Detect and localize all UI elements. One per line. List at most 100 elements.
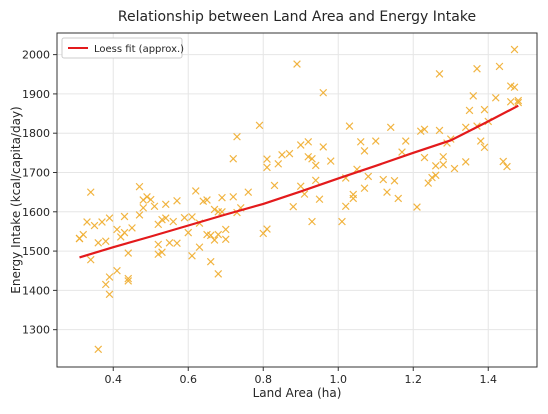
y-tick-label: 1400 xyxy=(22,284,50,297)
data-point-marker xyxy=(450,164,459,173)
marker-stroke xyxy=(386,123,395,132)
marker-stroke xyxy=(379,175,388,184)
data-point-marker xyxy=(263,163,271,172)
marker-stroke xyxy=(165,239,174,247)
marker-stroke xyxy=(308,217,316,226)
x-tick-label: 1.2 xyxy=(405,373,423,386)
marker-stroke xyxy=(296,141,305,149)
chart-title: Relationship between Land Area and Energ… xyxy=(118,9,476,25)
marker-stroke xyxy=(514,98,523,107)
marker-stroke xyxy=(398,148,406,156)
x-tick-label: 1.4 xyxy=(480,373,498,386)
marker-stroke xyxy=(274,160,283,168)
data-point-marker xyxy=(338,217,346,226)
data-point-marker xyxy=(135,211,144,219)
marker-stroke xyxy=(296,182,305,191)
data-point-marker xyxy=(326,157,335,165)
data-point-marker xyxy=(214,270,223,278)
data-point-marker xyxy=(105,273,114,281)
data-point-marker xyxy=(349,190,358,199)
marker-stroke xyxy=(420,125,429,134)
data-point-marker xyxy=(128,224,136,232)
data-point-marker xyxy=(120,212,129,221)
marker-stroke xyxy=(173,239,181,248)
data-point-marker xyxy=(120,228,129,237)
marker-stroke xyxy=(499,157,508,166)
data-point-marker xyxy=(390,176,399,185)
marker-stroke xyxy=(169,217,178,226)
y-tick-label: 1900 xyxy=(22,88,50,101)
legend: Loess fit (approx.) xyxy=(61,37,184,59)
marker-stroke xyxy=(191,187,200,195)
data-point-marker xyxy=(105,214,114,222)
data-point-marker xyxy=(143,193,151,201)
y-axis-ticks: 1300 1400 1500 1600 1700 1800 1900 2000 xyxy=(22,49,57,337)
marker-stroke xyxy=(154,240,163,249)
marker-stroke xyxy=(510,83,519,92)
data-point-marker xyxy=(229,154,238,163)
marker-stroke xyxy=(229,193,238,201)
marker-stroke xyxy=(150,202,159,211)
data-point-marker xyxy=(154,240,163,249)
marker-stroke xyxy=(214,270,223,278)
data-point-marker xyxy=(191,187,200,195)
data-point-marker xyxy=(435,126,444,135)
data-point-marker xyxy=(270,181,279,190)
marker-stroke xyxy=(461,158,470,166)
y-tick-label: 1500 xyxy=(22,245,50,258)
data-point-marker xyxy=(98,218,106,226)
marker-stroke xyxy=(416,127,425,136)
marker-stroke xyxy=(450,164,459,173)
data-point-marker xyxy=(304,152,313,161)
data-point-marker xyxy=(491,94,500,102)
marker-stroke xyxy=(473,64,481,73)
data-point-marker xyxy=(341,202,350,211)
data-point-marker xyxy=(188,213,196,221)
data-point-marker xyxy=(161,200,170,209)
marker-stroke xyxy=(98,218,106,226)
marker-stroke xyxy=(135,182,144,191)
marker-stroke xyxy=(120,228,129,237)
data-point-marker xyxy=(308,154,316,163)
data-point-marker xyxy=(101,280,110,289)
marker-stroke xyxy=(218,207,226,216)
data-point-marker xyxy=(514,96,523,105)
x-axis-label: Land Area (ha) xyxy=(253,386,342,400)
grid xyxy=(57,33,537,367)
x-tick-label: 0.8 xyxy=(255,373,273,386)
data-point-marker xyxy=(431,171,440,180)
marker-stroke xyxy=(221,225,230,234)
marker-stroke xyxy=(124,277,133,285)
data-point-marker xyxy=(135,182,144,191)
legend-fit-label: Loess fit (approx.) xyxy=(94,44,184,55)
marker-stroke xyxy=(188,213,196,221)
marker-stroke xyxy=(510,45,519,54)
data-point-marker xyxy=(401,137,410,145)
data-point-marker xyxy=(289,202,298,211)
x-tick-label: 0.4 xyxy=(105,373,123,386)
data-point-marker xyxy=(146,195,155,204)
data-point-marker xyxy=(480,143,489,152)
data-point-marker xyxy=(319,88,328,97)
marker-stroke xyxy=(86,188,95,196)
data-point-marker xyxy=(379,175,388,184)
marker-stroke xyxy=(424,179,433,187)
y-tick-label: 1300 xyxy=(22,324,50,337)
data-point-marker xyxy=(158,248,166,257)
data-point-marker xyxy=(420,153,429,162)
marker-stroke xyxy=(105,290,114,299)
data-point-marker xyxy=(210,205,219,214)
data-point-marker xyxy=(469,92,478,100)
marker-stroke xyxy=(480,105,489,114)
marker-stroke xyxy=(255,121,264,130)
marker-stroke xyxy=(263,155,271,163)
marker-stroke xyxy=(428,173,436,182)
marker-stroke xyxy=(353,165,361,174)
marker-stroke xyxy=(135,211,144,219)
marker-stroke xyxy=(360,147,369,155)
marker-stroke xyxy=(244,188,253,196)
marker-stroke xyxy=(311,176,320,185)
data-point-marker xyxy=(311,161,320,170)
data-point-marker xyxy=(461,158,470,166)
